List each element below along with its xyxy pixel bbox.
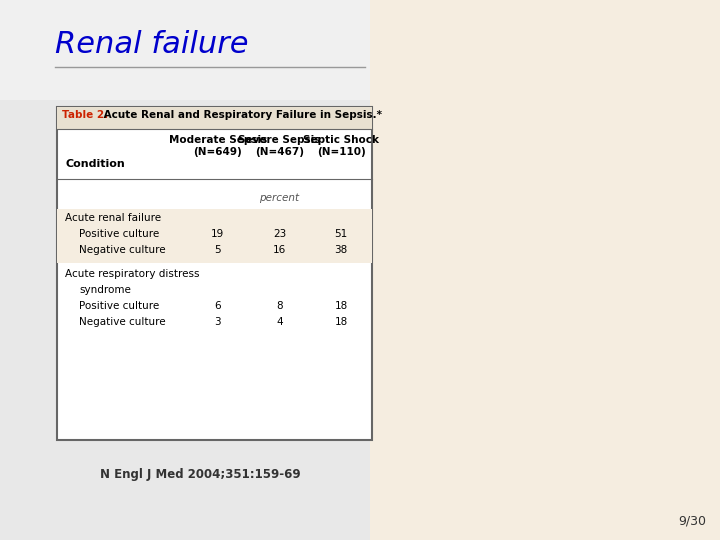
Text: 4: 4 [276, 317, 283, 327]
Text: 19: 19 [211, 229, 225, 239]
Text: Severe Sepsis: Severe Sepsis [238, 135, 320, 145]
Text: Negative culture: Negative culture [79, 245, 166, 255]
Bar [0, 0, 370, 100]
Text: syndrome: syndrome [79, 285, 131, 295]
Text: Positive culture: Positive culture [79, 229, 159, 239]
Text: percent: percent [259, 193, 300, 203]
Text: 6: 6 [215, 301, 221, 311]
Text: Negative culture: Negative culture [79, 317, 166, 327]
Bar [57, 107, 372, 129]
Text: N Engl J Med 2004;351:159-69: N Engl J Med 2004;351:159-69 [100, 468, 301, 481]
Text: 38: 38 [335, 245, 348, 255]
Text: 5: 5 [215, 245, 221, 255]
Text: Acute respiratory distress: Acute respiratory distress [65, 269, 199, 279]
Bar [0, 0, 370, 540]
Text: 16: 16 [273, 245, 286, 255]
Text: 18: 18 [335, 301, 348, 311]
Text: (N=110): (N=110) [317, 147, 366, 157]
Text: Acute renal failure: Acute renal failure [65, 213, 161, 223]
Text: 51: 51 [335, 229, 348, 239]
Text: 23: 23 [273, 229, 286, 239]
Text: (N=649): (N=649) [194, 147, 242, 157]
Bar [57, 107, 372, 440]
Text: (N=467): (N=467) [255, 147, 304, 157]
Bar [57, 209, 372, 263]
Text: 8: 8 [276, 301, 283, 311]
Text: 9/30: 9/30 [678, 515, 706, 528]
Bar [370, 0, 720, 540]
Text: Acute Renal and Respiratory Failure in Sepsis.*: Acute Renal and Respiratory Failure in S… [100, 110, 382, 120]
Text: Septic Shock: Septic Shock [303, 135, 379, 145]
Text: 18: 18 [335, 317, 348, 327]
Text: Condition: Condition [65, 159, 125, 169]
Text: 3: 3 [215, 317, 221, 327]
Text: Renal failure: Renal failure [55, 30, 248, 59]
Text: Table 2.: Table 2. [62, 110, 108, 120]
Text: Positive culture: Positive culture [79, 301, 159, 311]
Text: Moderate Sepsis: Moderate Sepsis [168, 135, 267, 145]
